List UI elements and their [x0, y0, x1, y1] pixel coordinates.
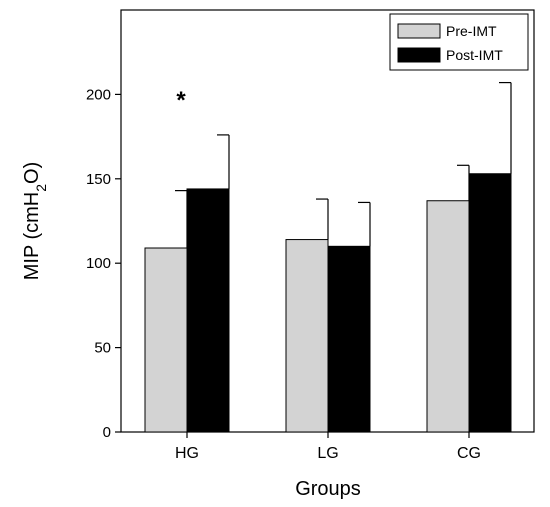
y-tick-label: 0	[103, 424, 111, 441]
y-tick-label: 200	[86, 86, 111, 103]
x-axis-title: Groups	[295, 478, 361, 500]
y-axis-title-suffix: O)	[21, 162, 43, 184]
bar-hg-pre	[144, 247, 188, 433]
bar-lg-post	[327, 245, 371, 433]
y-axis: 0 50 100 150 200	[86, 86, 121, 441]
bar-cg-post	[468, 173, 512, 433]
x-tick-label: LG	[317, 445, 338, 462]
bar-lg-pre	[285, 239, 329, 433]
x-tick-label: HG	[175, 445, 199, 462]
legend-label-post: Post-IMT	[446, 47, 503, 63]
x-tick-label: CG	[457, 445, 481, 462]
y-tick-label: 150	[86, 171, 111, 188]
significance-marker: *	[176, 87, 186, 114]
y-tick-label: 50	[94, 340, 111, 357]
legend-label-pre: Pre-IMT	[446, 23, 497, 39]
legend: Pre-IMT Post-IMT	[389, 13, 529, 71]
x-axis: HG LG CG	[175, 432, 481, 462]
error-bars	[175, 81, 512, 249]
bars	[144, 173, 512, 433]
y-tick-label: 100	[86, 255, 111, 272]
bar-cg-pre	[426, 200, 470, 433]
y-axis-title-prefix: MIP (cmH	[21, 192, 43, 281]
bar-hg-post	[186, 188, 230, 433]
annotations: *	[176, 87, 186, 114]
legend-swatch-post	[397, 47, 441, 63]
y-axis-title: MIP (cmH2O)	[21, 162, 49, 281]
y-axis-title-subscript: 2	[33, 184, 49, 192]
legend-swatch-pre	[397, 23, 441, 39]
